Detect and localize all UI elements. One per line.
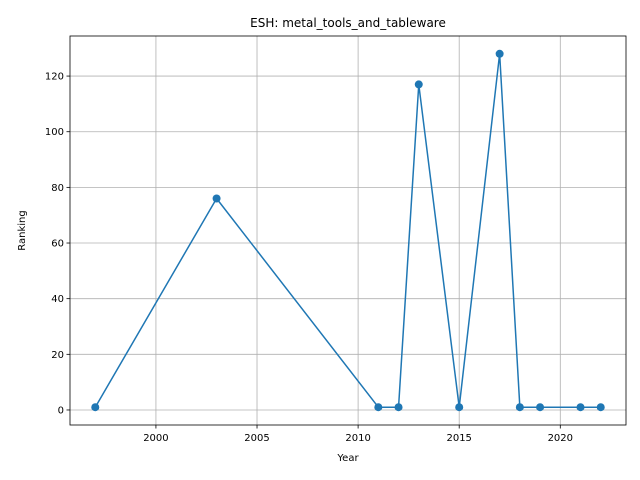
x-tick-label: 2015 (446, 433, 471, 444)
x-tick-label: 2000 (143, 433, 168, 444)
data-point (414, 80, 423, 89)
y-tick-label: 80 (51, 183, 64, 194)
x-tick-label: 2005 (244, 433, 269, 444)
data-point (576, 403, 585, 412)
data-point (91, 403, 100, 412)
chart-title: ESH: metal_tools_and_tableware (250, 16, 446, 30)
data-point (212, 194, 221, 203)
y-tick-label: 40 (51, 294, 64, 305)
y-tick-label: 120 (45, 72, 64, 83)
grid-lines (70, 36, 626, 425)
x-tick-label: 2020 (548, 433, 573, 444)
y-tick-label: 100 (45, 127, 64, 138)
data-point (515, 403, 524, 412)
data-point (394, 403, 403, 412)
y-tick-label: 60 (51, 239, 64, 250)
data-point (536, 403, 545, 412)
data-series (91, 49, 605, 412)
data-point (596, 403, 605, 412)
plot-area-frame (69, 35, 627, 426)
data-point (374, 403, 383, 412)
x-axis-label: Year (336, 453, 359, 464)
y-tick-label: 20 (51, 350, 64, 361)
data-point (495, 49, 504, 58)
axis-ticks: 2000 2005 2010 2015 2020 0 20 40 60 80 100 120 (45, 72, 573, 444)
data-point (455, 403, 464, 412)
y-tick-label: 0 (58, 405, 64, 416)
x-tick-label: 2010 (345, 433, 370, 444)
y-axis-label: Ranking (17, 210, 28, 250)
